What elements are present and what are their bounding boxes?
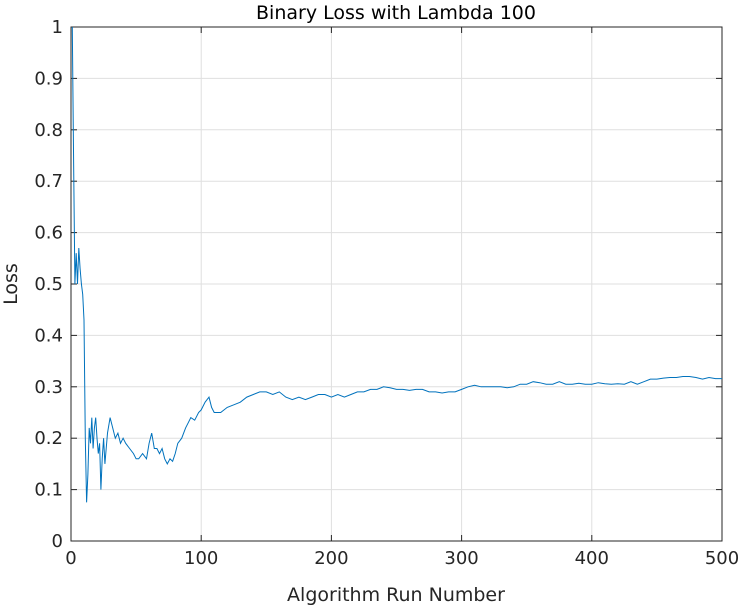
x-axis-ticks: 0 100 200 300 400 500 xyxy=(65,27,739,569)
x-tick-label: 0 xyxy=(65,548,76,569)
x-tick-label: 300 xyxy=(444,548,478,569)
y-tick-label: 0.6 xyxy=(34,223,63,244)
series-line xyxy=(71,26,722,503)
y-tick-label: 0 xyxy=(52,531,63,552)
y-tick-label: 0.1 xyxy=(34,480,63,501)
y-axis-label: Loss xyxy=(0,263,22,305)
y-tick-label: 0.4 xyxy=(34,325,63,346)
grid xyxy=(70,26,723,542)
y-tick-label: 0.5 xyxy=(34,274,63,295)
y-tick-label: 0.2 xyxy=(34,428,63,449)
y-axis-ticks: 0 0.1 0.2 0.3 0.4 0.5 0.6 0.7 0.8 0.9 1 xyxy=(34,17,722,552)
y-tick-label: 0.7 xyxy=(34,171,63,192)
y-tick-label: 0.9 xyxy=(34,68,63,89)
x-tick-label: 500 xyxy=(705,548,739,569)
y-tick-label: 1 xyxy=(52,17,63,38)
y-tick-label: 0.8 xyxy=(34,120,63,141)
x-tick-label: 400 xyxy=(575,548,609,569)
chart-title: Binary Loss with Lambda 100 xyxy=(256,2,536,24)
x-tick-label: 200 xyxy=(314,548,348,569)
y-tick-label: 0.3 xyxy=(34,377,63,398)
x-axis-label: Algorithm Run Number xyxy=(287,584,505,606)
x-tick-label: 100 xyxy=(184,548,218,569)
